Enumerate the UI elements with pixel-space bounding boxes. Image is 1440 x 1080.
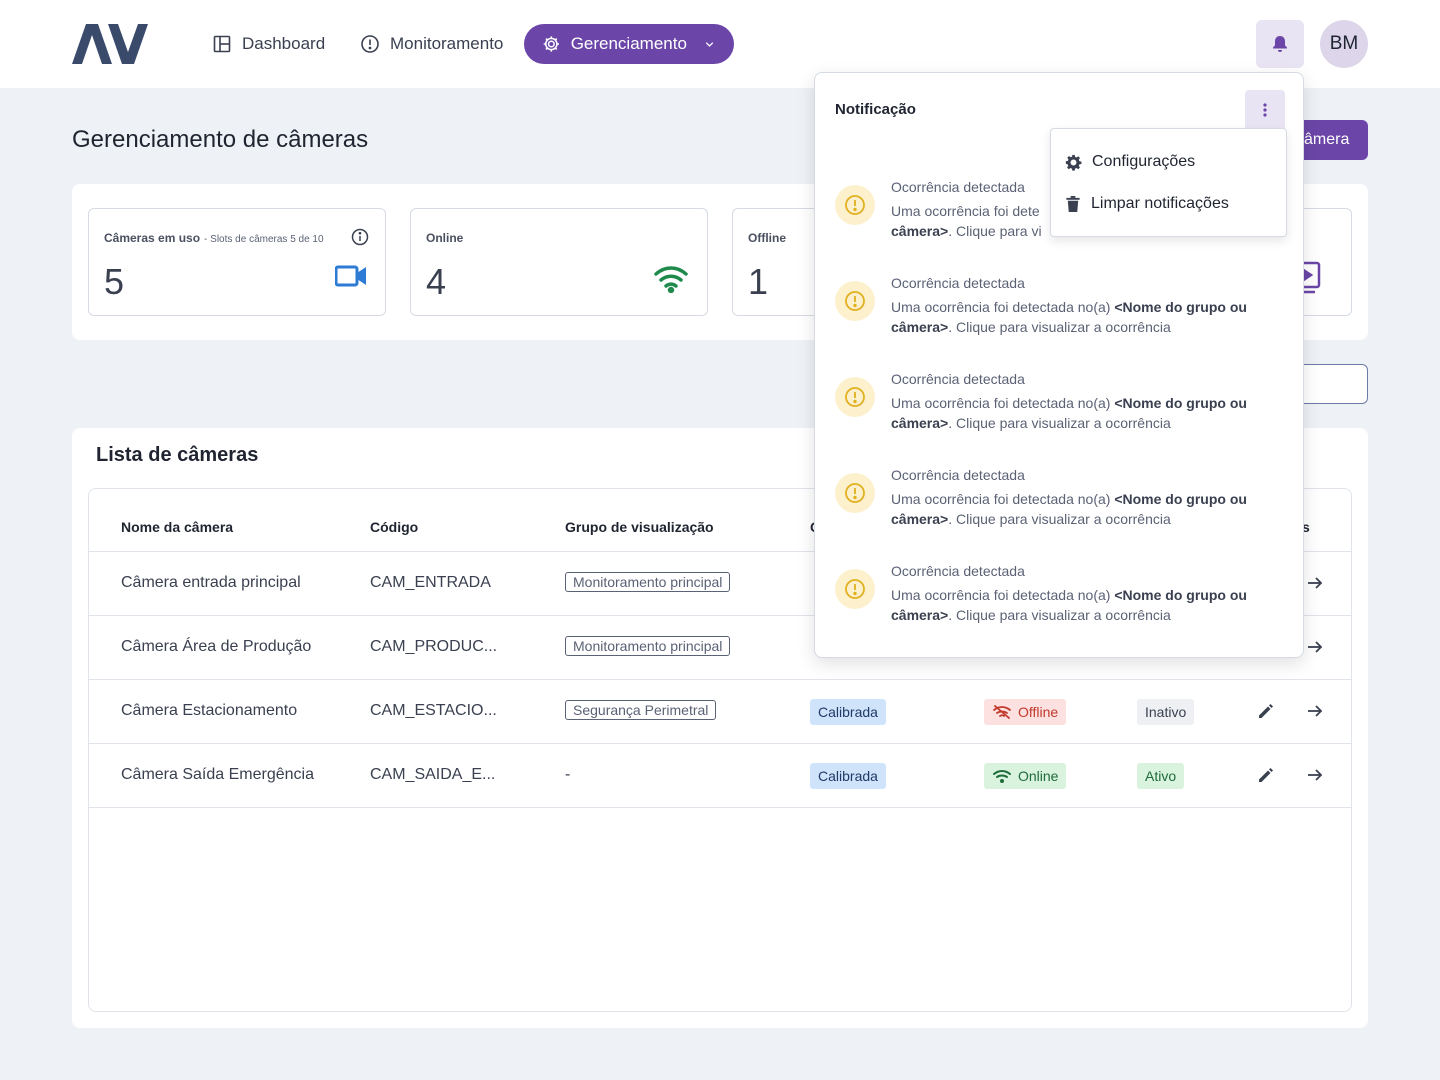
menu-item-settings[interactable]: Configurações bbox=[1051, 144, 1286, 180]
status-badge: Inativo bbox=[1137, 699, 1195, 725]
nav-dashboard-label: Dashboard bbox=[242, 34, 326, 53]
table-row[interactable]: Câmera entrada principal CAM_ENTRADA Mon… bbox=[89, 551, 1351, 615]
warning-icon bbox=[835, 473, 875, 513]
nav-management[interactable]: Gerenciamento bbox=[524, 24, 734, 64]
arrow-right-icon[interactable] bbox=[1306, 574, 1324, 592]
notification-heading: Ocorrência detectada bbox=[891, 275, 1025, 291]
col-actions: s bbox=[1302, 519, 1310, 535]
stat-offline-label: Offline bbox=[748, 231, 786, 245]
notification-body: Uma ocorrência foi detectada no(a) <Nome… bbox=[891, 299, 1247, 335]
warning-icon bbox=[835, 569, 875, 609]
camera-code: CAM_SAIDA_E... bbox=[370, 766, 496, 783]
warning-icon bbox=[835, 281, 875, 321]
table-divider bbox=[89, 807, 1351, 808]
stat-in-use-label: Câmeras em uso bbox=[104, 231, 201, 245]
wifi-icon bbox=[993, 770, 1011, 783]
notification-item[interactable]: Ocorrência detectada Uma ocorrência foi … bbox=[815, 167, 1303, 263]
pencil-icon[interactable] bbox=[1257, 766, 1275, 784]
notification-item[interactable]: Ocorrência detectada Uma ocorrência foi … bbox=[815, 455, 1303, 551]
menu-clear-label: Limpar notificações bbox=[1091, 195, 1229, 212]
group-empty: - bbox=[565, 766, 571, 783]
notifications-button[interactable] bbox=[1256, 20, 1304, 68]
connection-badge-online: Online bbox=[984, 763, 1067, 789]
camera-name: Câmera Estacionamento bbox=[121, 702, 298, 719]
wifi-off-icon bbox=[993, 705, 1011, 719]
page-title: Gerenciamento de câmeras bbox=[72, 126, 369, 153]
camera-code: CAM_PRODUC... bbox=[370, 638, 498, 655]
notification-item[interactable]: Ocorrência detectada Uma ocorrência foi … bbox=[815, 263, 1303, 359]
table-row[interactable]: Câmera Área de Produção CAM_PRODUC... Mo… bbox=[89, 615, 1351, 679]
user-avatar[interactable]: BM bbox=[1320, 20, 1368, 68]
stat-card-online: Online 4 bbox=[410, 208, 708, 316]
notification-heading: Ocorrência detectada bbox=[891, 563, 1025, 579]
chevron-down-icon bbox=[705, 42, 714, 47]
pencil-icon[interactable] bbox=[1257, 702, 1275, 720]
nav-dashboard[interactable]: Dashboard bbox=[200, 24, 337, 64]
menu-item-clear[interactable]: Limpar notificações bbox=[1051, 186, 1286, 222]
col-group[interactable]: Grupo de visualização bbox=[565, 519, 714, 535]
group-tag: Segurança Perimetral bbox=[565, 700, 717, 720]
stat-online-label: Online bbox=[426, 231, 464, 245]
video-camera-icon bbox=[335, 265, 366, 287]
notification-body: Uma ocorrência foi detectada no(a) <Nome… bbox=[891, 491, 1247, 527]
warning-icon bbox=[835, 185, 875, 225]
calibration-badge: Calibrada bbox=[810, 763, 886, 789]
alert-circle-icon bbox=[361, 35, 379, 53]
notification-body: Uma ocorrência foi detectada no(a) <Nome… bbox=[891, 395, 1247, 431]
notification-item[interactable]: Ocorrência detectada Uma ocorrência foi … bbox=[815, 551, 1303, 647]
col-name[interactable]: Nome da câmera bbox=[121, 519, 234, 535]
stat-card-in-use: Câmeras em uso - Slots de câmeras 5 de 10… bbox=[88, 208, 386, 316]
warning-icon bbox=[835, 377, 875, 417]
connection-label: Online bbox=[1018, 768, 1059, 784]
connection-label: Offline bbox=[1018, 704, 1059, 720]
notification-body: Uma ocorrência foi detectada no(a) <Nome… bbox=[891, 587, 1247, 623]
notification-heading: Ocorrência detectada bbox=[891, 371, 1025, 387]
notification-heading: Ocorrência detectada bbox=[891, 467, 1025, 483]
stat-in-use-sub: - Slots de câmeras 5 de 10 bbox=[204, 234, 324, 245]
arrow-right-icon[interactable] bbox=[1306, 766, 1324, 784]
notification-title: Notificação bbox=[835, 101, 916, 118]
nav-management-label: Gerenciamento bbox=[570, 34, 687, 53]
col-code[interactable]: Código bbox=[370, 519, 419, 535]
wifi-icon bbox=[654, 266, 688, 293]
more-vertical-icon bbox=[1263, 103, 1267, 117]
trash-icon bbox=[1066, 195, 1080, 212]
add-camera-button[interactable]: âmera bbox=[1296, 120, 1368, 160]
camera-name: Câmera Área de Produção bbox=[121, 638, 312, 655]
nav-monitoring-label: Monitoramento bbox=[390, 34, 504, 53]
group-tag: Monitoramento principal bbox=[565, 636, 731, 656]
camera-code: CAM_ESTACIO... bbox=[370, 702, 497, 719]
gear-icon bbox=[1065, 154, 1082, 171]
add-camera-label: âmera bbox=[1304, 131, 1350, 148]
calibration-badge: Calibrada bbox=[810, 699, 886, 725]
menu-settings-label: Configurações bbox=[1092, 153, 1196, 170]
stat-in-use-value: 5 bbox=[104, 261, 125, 302]
camera-name: Câmera Saída Emergência bbox=[121, 766, 314, 783]
group-tag: Monitoramento principal bbox=[565, 572, 731, 592]
notification-body: Uma ocorrência foi dete câmera>. Clique p… bbox=[891, 203, 1042, 239]
table-row[interactable]: Câmera Estacionamento CAM_ESTACIO... Seg… bbox=[89, 679, 1351, 743]
layout-icon bbox=[213, 35, 231, 53]
top-header: Dashboard Monitoramento Gerenciamento BM bbox=[0, 0, 1440, 88]
connection-badge-offline: Offline bbox=[984, 699, 1067, 725]
stat-offline-value: 1 bbox=[748, 261, 769, 302]
camera-name: Câmera entrada principal bbox=[121, 574, 301, 591]
list-title: Lista de câmeras bbox=[96, 444, 259, 466]
arrow-right-icon[interactable] bbox=[1306, 638, 1324, 656]
status-badge: Ativo bbox=[1137, 763, 1185, 789]
table-row[interactable]: Câmera Saída Emergência CAM_SAIDA_E... -… bbox=[89, 743, 1351, 807]
gear-icon bbox=[543, 36, 560, 52]
camera-code: CAM_ENTRADA bbox=[370, 574, 491, 591]
notification-item[interactable]: Ocorrência detectada Uma ocorrência foi … bbox=[815, 359, 1303, 455]
more-options-button[interactable] bbox=[1245, 90, 1285, 130]
nav-monitoring[interactable]: Monitoramento bbox=[348, 24, 515, 64]
bell-icon bbox=[1273, 36, 1287, 52]
arrow-right-icon[interactable] bbox=[1306, 702, 1324, 720]
notification-options-menu: Configurações Limpar notificações bbox=[1050, 128, 1287, 237]
info-icon[interactable] bbox=[351, 228, 369, 246]
av-logo bbox=[72, 24, 148, 64]
stat-online-value: 4 bbox=[426, 261, 447, 302]
notification-heading: Ocorrência detectada bbox=[891, 179, 1025, 195]
